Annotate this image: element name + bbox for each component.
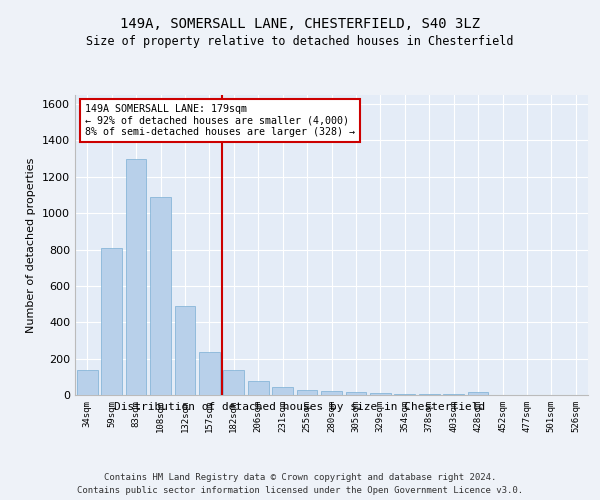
Text: Distribution of detached houses by size in Chesterfield: Distribution of detached houses by size …	[115, 402, 485, 412]
Bar	[199, 352, 220, 395]
Bar	[394, 394, 415, 395]
Bar	[296, 390, 317, 395]
Bar	[419, 394, 440, 395]
Bar	[175, 306, 196, 395]
Bar	[223, 370, 244, 395]
Text: Contains HM Land Registry data © Crown copyright and database right 2024.: Contains HM Land Registry data © Crown c…	[104, 472, 496, 482]
Bar	[346, 392, 367, 395]
Text: Size of property relative to detached houses in Chesterfield: Size of property relative to detached ho…	[86, 35, 514, 48]
Text: Contains public sector information licensed under the Open Government Licence v3: Contains public sector information licen…	[77, 486, 523, 495]
Bar	[150, 197, 171, 395]
Bar	[443, 394, 464, 395]
Bar	[125, 158, 146, 395]
Text: 149A SOMERSALL LANE: 179sqm
← 92% of detached houses are smaller (4,000)
8% of s: 149A SOMERSALL LANE: 179sqm ← 92% of det…	[85, 104, 355, 137]
Bar	[248, 382, 269, 395]
Text: 149A, SOMERSALL LANE, CHESTERFIELD, S40 3LZ: 149A, SOMERSALL LANE, CHESTERFIELD, S40 …	[120, 18, 480, 32]
Y-axis label: Number of detached properties: Number of detached properties	[26, 158, 37, 332]
Bar	[272, 388, 293, 395]
Bar	[370, 392, 391, 395]
Bar	[77, 370, 98, 395]
Bar	[101, 248, 122, 395]
Bar	[321, 392, 342, 395]
Bar	[467, 392, 488, 395]
